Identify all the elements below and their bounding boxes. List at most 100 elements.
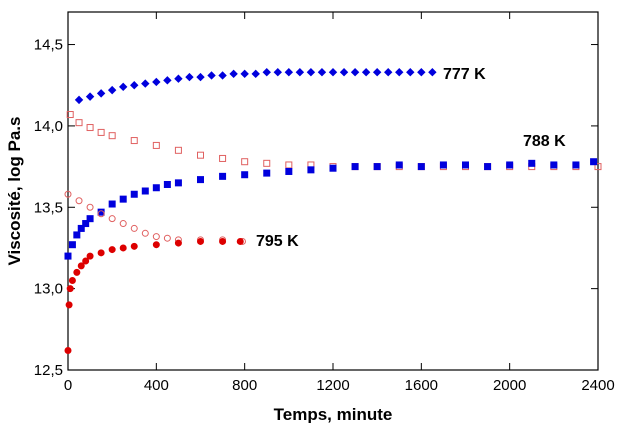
point: [85, 92, 95, 101]
point: [119, 82, 128, 92]
y-tick-label: 14,0: [34, 118, 63, 135]
x-tick-label: 400: [144, 377, 169, 394]
x-tick-label: 1600: [405, 377, 438, 394]
point: [506, 161, 514, 169]
point: [339, 68, 349, 77]
point: [130, 190, 138, 198]
x-tick-label: 800: [232, 377, 257, 394]
point: [152, 77, 161, 87]
point: [284, 68, 294, 77]
y-tick-label: 14,5: [34, 37, 63, 54]
point: [174, 179, 182, 187]
point: [163, 76, 172, 85]
point: [107, 85, 117, 95]
point: [119, 195, 127, 203]
point: [174, 239, 182, 247]
point: [594, 163, 602, 171]
point: [307, 166, 315, 174]
point: [152, 184, 160, 192]
point: [141, 229, 149, 237]
point: [108, 200, 116, 208]
y-tick-label: 12,5: [34, 362, 63, 379]
point: [590, 158, 598, 166]
point: [75, 119, 83, 127]
point: [73, 231, 81, 239]
point: [141, 79, 150, 88]
point: [329, 164, 337, 172]
point: [240, 69, 249, 79]
point: [218, 71, 227, 80]
point: [141, 187, 149, 195]
point: [428, 68, 437, 77]
point: [64, 190, 72, 198]
point: [273, 68, 282, 77]
annotation: 795 K: [256, 233, 299, 250]
point: [306, 68, 316, 77]
point: [384, 68, 393, 77]
point: [108, 215, 116, 223]
point: [86, 124, 94, 132]
point: [262, 68, 271, 77]
x-tick-label: 2000: [493, 377, 526, 394]
point: [219, 237, 227, 245]
point: [528, 159, 536, 167]
point: [82, 257, 90, 265]
point: [66, 285, 74, 293]
point: [74, 95, 84, 105]
point: [263, 169, 271, 177]
point: [241, 158, 249, 166]
point: [108, 132, 116, 140]
point: [263, 159, 271, 167]
point: [484, 163, 492, 171]
point: [295, 68, 305, 77]
point: [77, 262, 85, 270]
point: [550, 161, 558, 169]
point: [197, 176, 204, 184]
point: [395, 161, 403, 169]
x-axis-label: Temps, minute: [274, 405, 393, 423]
point: [97, 210, 105, 218]
point: [174, 146, 182, 154]
y-tick-label: 13,0: [34, 281, 63, 298]
point: [64, 252, 72, 260]
x-tick-label: 2400: [581, 377, 614, 394]
point: [251, 69, 260, 79]
point: [66, 111, 74, 119]
point: [108, 246, 116, 254]
point: [395, 68, 404, 77]
point: [96, 89, 106, 98]
point: [285, 161, 293, 169]
point: [373, 163, 381, 171]
point: [82, 220, 90, 228]
x-tick-label: 0: [64, 377, 72, 394]
point: [68, 241, 76, 249]
point: [241, 171, 249, 179]
point: [130, 242, 138, 250]
y-tick-label: 13,5: [34, 199, 63, 216]
point: [285, 167, 293, 175]
point: [417, 68, 426, 77]
point: [197, 151, 204, 159]
point: [236, 237, 244, 245]
point: [351, 163, 359, 171]
point: [163, 234, 171, 242]
point: [130, 137, 138, 145]
point: [152, 241, 160, 249]
point: [77, 224, 85, 232]
point: [462, 161, 469, 169]
point: [207, 71, 216, 80]
y-axis-label: Viscosité, log Pa.s: [5, 117, 24, 266]
point: [97, 249, 105, 257]
point: [406, 68, 415, 77]
point: [73, 268, 81, 276]
point: [152, 233, 160, 241]
point: [130, 224, 138, 232]
point: [86, 203, 94, 211]
point: [130, 81, 139, 90]
point: [317, 68, 327, 77]
point: [152, 141, 160, 149]
point: [229, 69, 238, 79]
point: [361, 68, 371, 77]
point: [219, 172, 227, 180]
